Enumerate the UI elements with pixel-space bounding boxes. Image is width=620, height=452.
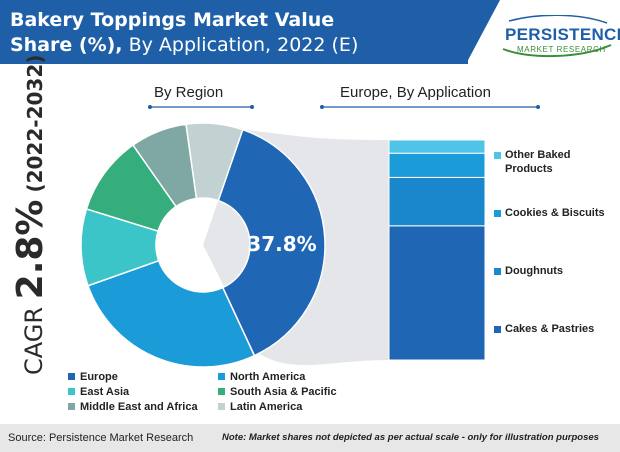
legend-swatch [218, 372, 225, 380]
region-heading-dot-right [250, 105, 254, 109]
logo-sub-text: MARKET RESEARCH [517, 45, 606, 54]
donut-center-label: 37.8% [247, 232, 316, 256]
legend-label: Latin America [230, 401, 303, 413]
chart-title: Bakery Toppings Market Value Share (%), … [10, 8, 358, 58]
application-heading-dot-right [536, 105, 540, 109]
legend-label: Europe [80, 371, 118, 383]
bar-segment-cakes-pastries [388, 225, 486, 361]
region-donut [80, 122, 326, 368]
legend-item-middle-east-and-africa: Middle East and Africa [68, 401, 198, 413]
bar-legend-label: Cakes & Pastries [505, 323, 595, 335]
note-text: Note: Market shares not depicted as per … [222, 432, 599, 443]
legend-label: South Asia & Pacific [230, 386, 337, 398]
source-text: Source: Persistence Market Research [8, 432, 194, 444]
logo-swoosh-icon [502, 15, 612, 58]
bar-legend-swatch [494, 326, 501, 333]
application-heading-dot-left [320, 105, 324, 109]
persistence-logo: PERSISTENCE MARKET RESEARCH [502, 15, 620, 61]
legend-label: Middle East and Africa [80, 401, 198, 413]
title-band [0, 0, 468, 64]
legend-item-europe: Europe [68, 371, 118, 383]
legend-label: North America [230, 371, 306, 383]
legend-swatch [218, 402, 225, 410]
bar-segment-other-baked-products [388, 139, 486, 154]
region-heading: By Region [154, 84, 224, 101]
slice-latin-america [185, 122, 244, 202]
bar-legend-label: Doughnuts [505, 265, 564, 277]
title-bold-line1: Bakery Toppings Market Value [10, 9, 335, 31]
heading-underlines [148, 105, 540, 109]
legend-swatch [68, 387, 75, 395]
title-bold-line2: Share (%), [10, 34, 123, 56]
slice-europe [217, 128, 326, 357]
application-stacked-bar [388, 139, 486, 361]
chart-canvas: 37.8% [80, 105, 540, 368]
bar-segment-doughnuts [388, 176, 486, 227]
legend-item-south-asia-pacific: South Asia & Pacific [218, 386, 337, 398]
title-subtitle: By Application, 2022 (E) [122, 34, 359, 56]
logo-main-text: PERSISTENCE [505, 25, 620, 44]
bar-legend-swatch [494, 152, 501, 159]
legend-item-east-asia: East Asia [68, 386, 129, 398]
legend-swatch [68, 402, 75, 410]
bar-legend-label: Cookies & Biscuits [505, 207, 605, 219]
bar-legend-label: Other Baked Products [505, 149, 571, 175]
bar-legend-swatch [494, 268, 501, 275]
legend-swatch [218, 387, 225, 395]
legend-item-north-america: North America [218, 371, 305, 383]
legend-label: East Asia [80, 386, 130, 398]
bar-legend-swatch [494, 210, 501, 217]
legend-swatch [68, 372, 75, 380]
slice-north-america [87, 259, 256, 368]
bar-segment-cookies-biscuits [388, 152, 486, 178]
region-heading-dot-left [148, 105, 152, 109]
footer: Source: Persistence Market Research Note… [0, 424, 620, 452]
legend-item-latin-america: Latin America [218, 401, 302, 413]
application-heading: Europe, By Application [340, 84, 491, 101]
